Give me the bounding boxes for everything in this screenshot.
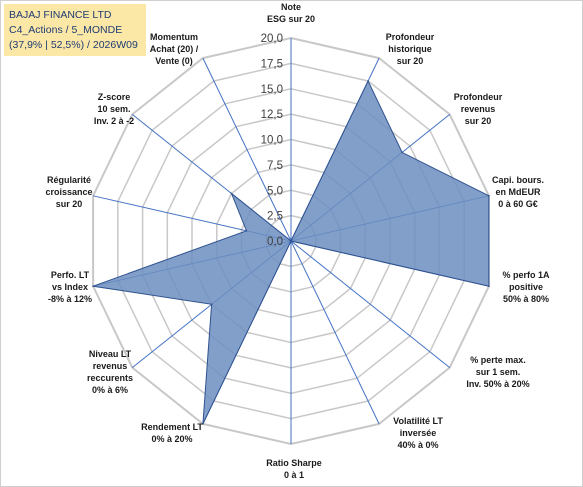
tick-label: 10,0: [261, 135, 283, 147]
axis-label: Profondeur historique sur 20: [386, 32, 435, 66]
axis-label-line: Z-score: [98, 92, 131, 102]
axis-label: Perfo. LT vs Index -8% à 12%: [48, 270, 92, 304]
data-point: [488, 285, 490, 288]
axis-label-line: Volatilité LT: [393, 416, 443, 426]
axis-label: Rendement LT 0% à 20%: [141, 422, 203, 444]
axis-label-line: 0% à 6%: [92, 385, 128, 395]
data-point: [367, 80, 369, 82]
axis-label-line: Profondeur: [454, 92, 503, 102]
axis-label: Z-score 10 sem. Inv. 2 à -2: [94, 92, 134, 126]
axis-label: Régularité croissance sur 20: [45, 175, 92, 209]
axis-label-line: 40% à 0%: [397, 440, 438, 450]
axis-label: % perte max. sur 1 sem. Inv. 50% à 20%: [466, 355, 529, 389]
axis-label-line: en MdEUR: [496, 187, 542, 197]
axis-label: Profondeur revenus sur 20: [454, 92, 503, 126]
axis-label: Capi. bours. en MdEUR 0 à 60 G€: [492, 175, 544, 209]
tick-label: 5,0: [267, 185, 283, 197]
axis-label-line: Profondeur: [386, 32, 435, 42]
data-point: [488, 195, 490, 197]
axis-label-line: Vente (0): [155, 56, 193, 66]
axis-label: Niveau LT revenus reccurents 0% à 6%: [87, 349, 133, 395]
axis-label-line: historique: [388, 44, 432, 54]
axis-label-line: 0% à 20%: [151, 434, 192, 444]
data-point: [230, 192, 233, 195]
axis-label-line: 0 à 60 G€: [498, 199, 538, 209]
axis-labels: Note ESG sur 20 Profondeur historique sur 20…: [45, 2, 550, 480]
series-area: [92, 79, 490, 425]
axis-label-line: sur 20: [465, 116, 492, 126]
axis-label-line: -8% à 12%: [48, 294, 92, 304]
data-point: [202, 423, 204, 425]
axis-label-line: Ratio Sharpe: [266, 458, 322, 468]
axis-label-line: revenus: [461, 104, 496, 114]
chart-title-box: BAJAJ FINANCE LTD C4_Actions / 5_MONDE (…: [4, 4, 146, 56]
radar-series: [92, 79, 490, 425]
tick-label: 7,5: [267, 160, 283, 172]
tick-label: 15,0: [261, 84, 283, 96]
tick-label: 17,5: [261, 58, 283, 70]
axis-label-line: Capi. bours.: [492, 175, 544, 185]
tick-label: 2,5: [267, 211, 283, 223]
axis-label-line: 50% à 80%: [503, 294, 549, 304]
axis-label: Note ESG sur 20: [267, 2, 315, 24]
axis-label-line: croissance: [45, 187, 92, 197]
data-point: [245, 230, 248, 232]
axis-spoke: [290, 240, 451, 368]
axis-label-line: Régularité: [47, 175, 91, 185]
axis-label-line: Perfo. LT: [51, 270, 90, 280]
axis-label-line: Rendement LT: [141, 422, 203, 432]
tick-label: 20,0: [261, 33, 283, 45]
data-point: [401, 151, 403, 154]
axis-label-line: vs Index: [52, 282, 88, 292]
axis-label-line: inversée: [400, 428, 437, 438]
axis-label-line: 0 à 1: [284, 470, 304, 480]
axis-label-line: reccurents: [87, 373, 133, 383]
axis-spoke: [290, 240, 380, 425]
axis-label-line: Inv. 50% à 20%: [466, 379, 529, 389]
tick-label: 12,5: [261, 109, 283, 121]
data-point: [92, 285, 94, 288]
axis-label-line: ESG sur 20: [267, 14, 315, 24]
axis-label-line: sur 20: [56, 199, 83, 209]
axis-label-line: sur 20: [397, 56, 424, 66]
stats-label: (37,9% | 52,5%) / 2026W09: [9, 39, 138, 51]
data-point: [290, 240, 292, 242]
axis-label-line: Niveau LT: [89, 349, 132, 359]
axis-label: Momentum Achat (20) / Vente (0): [150, 32, 199, 66]
axis-label-line: revenus: [93, 361, 128, 371]
axis-spoke: [202, 57, 292, 242]
axis-label: % perfo 1A positive 50% à 80%: [502, 270, 550, 304]
company-name: BAJAJ FINANCE LTD: [9, 9, 112, 21]
axis-label: Volatilité LT inversée 40% à 0%: [393, 416, 443, 450]
axis-label-line: 10 sem.: [97, 104, 130, 114]
axis-label-line: positive: [509, 282, 543, 292]
axis-label: Ratio Sharpe 0 à 1: [266, 458, 322, 480]
axis-label-line: % perfo 1A: [502, 270, 550, 280]
axis-label-line: Inv. 2 à -2: [94, 116, 134, 126]
axis-label-line: Note: [281, 2, 301, 12]
axis-label-line: % perte max.: [470, 355, 526, 365]
axis-label-line: sur 1 sem.: [476, 367, 521, 377]
data-point: [210, 303, 213, 306]
tick-label: 0,0: [267, 236, 283, 248]
category-label: C4_Actions / 5_MONDE: [9, 24, 123, 36]
radial-tick-labels: 0,0 2,5 5,0 7,5 10,0 12,5 15,0 17,5 20,0: [261, 33, 283, 248]
axis-label-line: Momentum: [150, 32, 198, 42]
axis-label-line: Achat (20) /: [150, 44, 199, 54]
